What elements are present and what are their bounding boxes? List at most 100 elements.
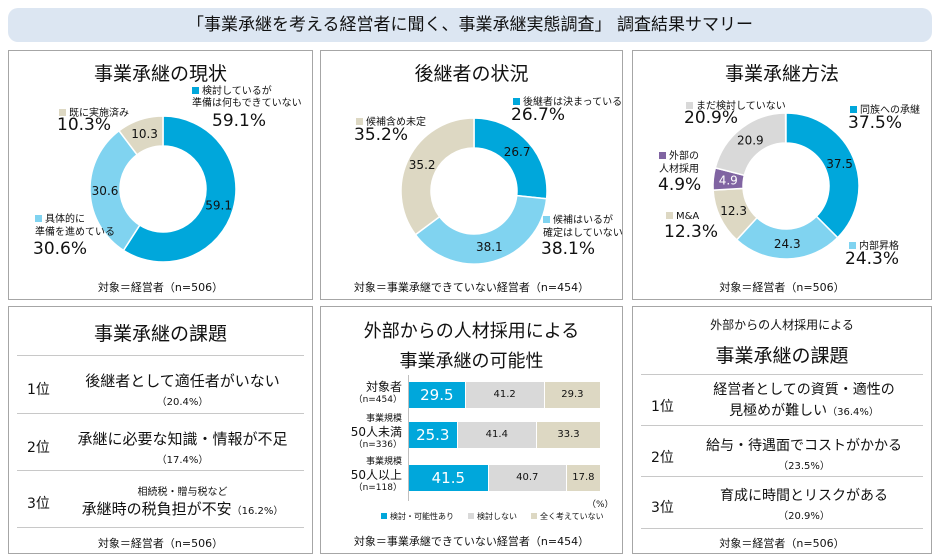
legend-item: 検討しない (468, 512, 517, 521)
panel-footer: 対象＝経営者（n=506） (719, 537, 845, 550)
chart-title: 後継者の状況 (414, 63, 529, 85)
chart-footer: 対象＝経営者（n=506） (97, 281, 224, 294)
panel-footer: 対象＝経営者（n=506） (97, 537, 224, 550)
bar-segment: 25.3 (409, 422, 457, 448)
legend-item: 後継者は決まっている (513, 93, 622, 108)
divider (17, 527, 304, 528)
divider (641, 425, 923, 426)
legend-item: まだ検討していない (686, 97, 786, 112)
panel-current-status: 59.1 30.6 10.3 事業承継の現状 検討しているが 準備は何もできていない … (8, 50, 313, 300)
slice-value-label: 35.2 (409, 158, 436, 172)
bar-segment: 41.5 (409, 465, 488, 491)
pct-label: 12.3% (664, 222, 719, 242)
donut-slice (122, 115, 237, 263)
issue-note: 相続税・贈与税など (137, 487, 228, 498)
pct-label: 4.9% (658, 175, 702, 195)
panel-external-hiring-issues: 外部からの人材採用による 事業承継の課題 1位 経営者としての資質・適性の 見極… (632, 306, 932, 554)
divider (641, 476, 923, 477)
issue-pct: （20.9%） (778, 511, 830, 522)
issue-text: 育成に時間とリスクがある (720, 488, 888, 504)
bar-segment: 41.4 (457, 422, 537, 448)
legend-item: 候補含め未定 (356, 113, 426, 128)
pct-label: 26.7% (511, 105, 566, 125)
issue-text: 後継者として適任者がいない (85, 372, 280, 390)
divider (17, 355, 304, 356)
slice-value-label: 12.3 (720, 204, 747, 218)
donut-slice (714, 112, 787, 177)
donut-slice (414, 194, 548, 265)
chart-legend: 検討・可能性あり 検討しない 全く考えていない (381, 511, 618, 522)
chart-footer: 対象＝事業承継できていない経営者（n=454） (353, 281, 590, 294)
rank-label: 1位 (27, 382, 50, 398)
issue-text: 承継時の税負担が不安（16.2%） (81, 500, 284, 518)
donut-slice (785, 112, 860, 239)
issue-text: 見極めが難しい（36.4%） (729, 403, 879, 419)
page-header: 「事業承継を考える経営者に聞く、事業承継実態調査」 調査結果サマリー (8, 8, 932, 42)
slice-value-label: 30.6 (92, 184, 119, 198)
rank-label: 1位 (651, 399, 674, 415)
panel-succession-method: 37.5 24.3 12.3 4.9 20.9 事業承継方法 同族への承継 37.5% … (632, 50, 932, 300)
chart-title: 外部からの人材採用による (363, 321, 580, 342)
chart-footer: 対象＝経営者（n=506） (719, 281, 845, 294)
panel-subtitle: 外部からの人材採用による (710, 318, 854, 332)
issue-pct: （20.4%） (156, 397, 209, 408)
issue-pct: （23.5%） (778, 461, 830, 472)
category-label: 対象者 （n=454） (353, 380, 402, 406)
legend-item: 検討・可能性あり (381, 512, 454, 521)
issue-text: 経営者としての資質・適性の (713, 382, 895, 398)
rank-label: 3位 (27, 496, 50, 512)
panel-successor-status: 26.7 38.1 35.2 後継者の状況 後継者は決まっている 26.7% 候補は… (320, 50, 623, 300)
pct-label: 59.1% (212, 111, 267, 131)
donut-chart: 59.1 30.6 10.3 (89, 115, 237, 263)
slice-value-label: 24.3 (774, 237, 801, 251)
legend-item: 具体的に 準備を進めている (35, 214, 115, 238)
pct-label: 10.3% (57, 115, 112, 135)
pct-label: 38.1% (541, 239, 596, 259)
slice-value-label: 59.1 (205, 198, 232, 212)
unit-label: （%） (587, 500, 614, 510)
issue-pct: （17.4%） (156, 455, 209, 466)
bar-segment: 41.2 (465, 382, 544, 408)
divider (17, 470, 304, 471)
legend-item: 既に実施済み (59, 104, 129, 119)
rank-label: 2位 (27, 440, 50, 456)
chart-title: 事業承継方法 (724, 63, 839, 85)
legend-item: M&A (666, 211, 699, 222)
divider (641, 374, 923, 375)
legend-item: 同族への承継 (850, 101, 920, 116)
slice-value-label: 20.9 (737, 133, 764, 147)
rank-label: 3位 (651, 500, 674, 516)
category-label: 事業規模 50人未満 （n=336） (350, 414, 402, 450)
category-label: 事業規模 50人以上 （n=118） (350, 457, 402, 493)
legend-item: 検討しているが 準備は何もできていない (192, 86, 302, 109)
divider (17, 413, 304, 414)
divider (641, 528, 923, 529)
donut-slice (400, 117, 475, 236)
slice-value-label: 26.7 (504, 145, 531, 159)
panel-external-hiring-possibility: 外部からの人材採用による 事業承継の可能性 対象者 （n=454） 29.5 41.2… (320, 306, 623, 554)
slice-value-label: 10.3 (131, 127, 158, 141)
pct-label: 30.6% (33, 239, 88, 259)
bar-segment: 29.3 (544, 382, 600, 408)
pct-label: 20.9% (684, 108, 739, 128)
rank-label: 2位 (651, 450, 674, 466)
bar-segment: 29.5 (409, 382, 465, 408)
legend-item: 内部昇格 (849, 237, 899, 252)
issue-text: 給与・待遇面でコストがかかる (706, 438, 902, 454)
pct-label: 37.5% (848, 113, 903, 133)
bar-segment: 40.7 (488, 465, 566, 491)
legend-item: 候補はいるが 確定はしていない (543, 215, 623, 239)
chart-footer: 対象＝事業承継できていない経営者（n=454） (353, 535, 590, 548)
bar-segment: 17.8 (566, 465, 600, 491)
panel-title: 事業承継の課題 (93, 323, 227, 345)
legend-item: 全く考えていない (531, 512, 604, 521)
slice-value-label: 37.5 (826, 157, 853, 171)
donut-chart: 26.7 38.1 35.2 (400, 117, 548, 265)
bar-segment: 33.3 (537, 422, 600, 448)
panel-title: 事業承継の課題 (715, 345, 849, 367)
chart-title: 事業承継の現状 (93, 63, 227, 85)
donut-slice (117, 115, 164, 156)
issue-text: 承継に必要な知識・情報が不足 (77, 430, 288, 448)
pct-label: 24.3% (845, 249, 900, 269)
legend-item: 外部の 人材採用 (659, 151, 699, 175)
